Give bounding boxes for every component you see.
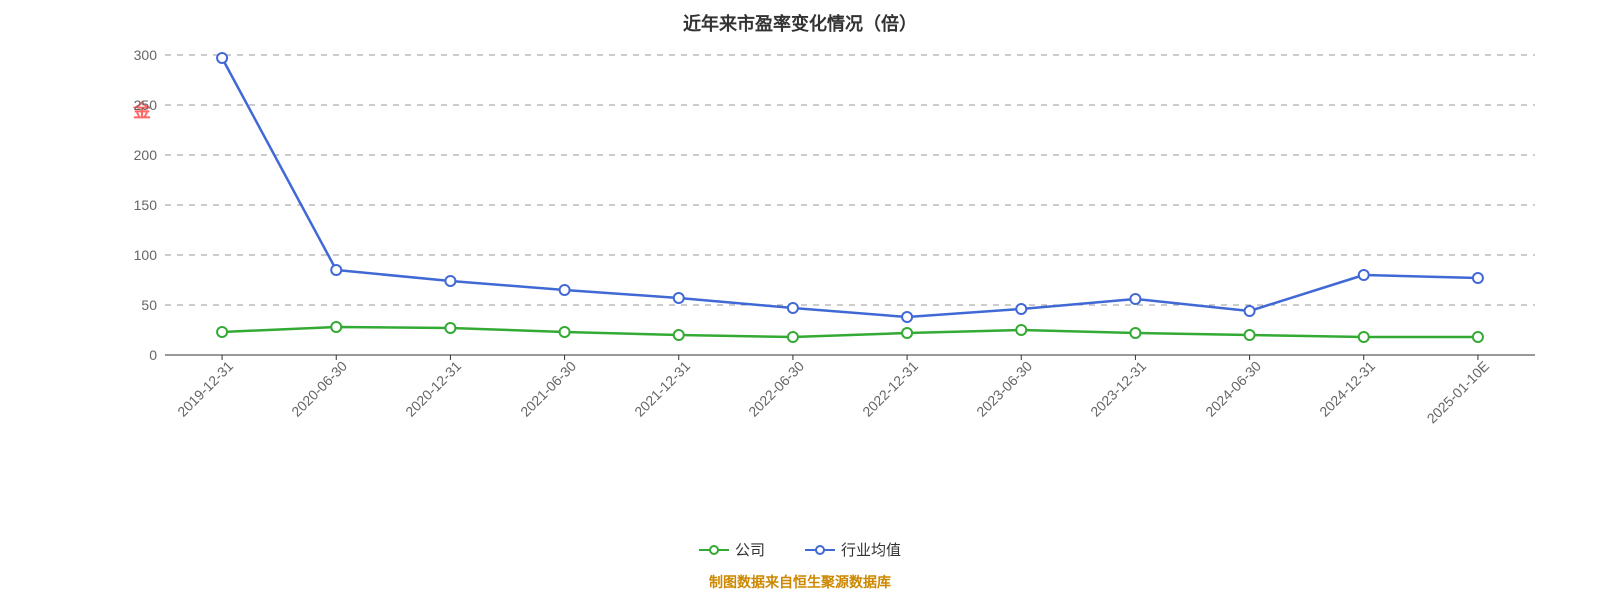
x-tick-label: 2024-12-31: [1313, 355, 1378, 420]
pe-ratio-chart: 近年来市盈率变化情况（倍） 金 0501001502002503002019-1…: [0, 0, 1600, 600]
x-tick-label: 2021-06-30: [514, 355, 579, 420]
legend-swatch-company: [699, 549, 729, 551]
x-tick-label: 2021-12-31: [628, 355, 693, 420]
x-tick-label: 2020-06-30: [286, 355, 351, 420]
y-tick-label: 300: [134, 47, 165, 63]
legend-marker-industry: [815, 545, 825, 555]
credit-text: 制图数据来自恒生聚源数据库: [0, 572, 1600, 592]
y-tick-label: 50: [141, 297, 165, 313]
x-tick-label: 2025-01-10E: [1421, 355, 1492, 426]
y-tick-label: 100: [134, 247, 165, 263]
x-tick-label: 2019-12-31: [171, 355, 236, 420]
y-tick-label: 0: [149, 347, 165, 363]
x-tick-label: 2024-06-30: [1199, 355, 1264, 420]
x-tick-label: 2023-12-31: [1085, 355, 1150, 420]
y-tick-label: 200: [134, 147, 165, 163]
chart-title: 近年来市盈率变化情况（倍）: [0, 10, 1600, 36]
legend-marker-company: [709, 545, 719, 555]
y-tick-label: 250: [134, 97, 165, 113]
legend-label-industry: 行业均值: [841, 539, 901, 560]
legend-label-company: 公司: [735, 539, 765, 560]
chart-legend: 公司 行业均值: [0, 539, 1600, 560]
x-tick-label: 2023-06-30: [971, 355, 1036, 420]
plot-area: 0501001502002503002019-12-312020-06-3020…: [165, 55, 1535, 355]
legend-item-industry: 行业均值: [805, 539, 901, 560]
plot-svg: [165, 55, 1535, 355]
y-tick-label: 150: [134, 197, 165, 213]
x-tick-label: 2022-06-30: [742, 355, 807, 420]
legend-swatch-industry: [805, 549, 835, 551]
x-tick-label: 2022-12-31: [856, 355, 921, 420]
legend-item-company: 公司: [699, 539, 765, 560]
x-tick-label: 2020-12-31: [400, 355, 465, 420]
